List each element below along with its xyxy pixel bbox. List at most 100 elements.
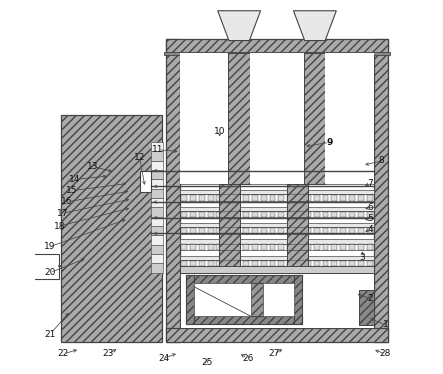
Bar — [199, 261, 205, 266]
Bar — [287, 195, 293, 201]
Bar — [152, 142, 163, 151]
Bar — [61, 114, 162, 342]
Bar — [340, 245, 346, 250]
Bar — [243, 212, 249, 217]
Bar — [152, 235, 163, 245]
Bar — [243, 261, 249, 266]
Bar — [278, 228, 284, 234]
Bar — [314, 228, 319, 234]
Text: 28: 28 — [380, 349, 391, 358]
Bar — [349, 245, 355, 250]
Bar — [228, 53, 249, 184]
Bar — [180, 190, 374, 194]
Bar — [225, 261, 231, 266]
Bar — [269, 245, 276, 250]
Bar — [269, 212, 276, 217]
Text: 15: 15 — [66, 186, 78, 195]
Polygon shape — [293, 11, 336, 40]
Bar — [186, 275, 302, 283]
Bar — [305, 228, 311, 234]
Bar — [367, 245, 373, 250]
Bar — [234, 212, 240, 217]
Bar — [358, 245, 364, 250]
Bar — [278, 195, 284, 201]
Bar — [263, 283, 294, 316]
Bar — [31, 254, 59, 279]
Bar — [190, 261, 196, 266]
Bar — [243, 228, 249, 234]
Bar — [181, 261, 187, 266]
Bar — [340, 195, 346, 201]
Bar — [152, 207, 163, 217]
Text: 24: 24 — [158, 354, 169, 363]
Bar — [358, 261, 364, 266]
Bar — [225, 195, 231, 201]
Bar — [186, 316, 302, 325]
Text: 26: 26 — [242, 354, 253, 363]
Bar — [180, 239, 374, 243]
Bar — [251, 283, 263, 316]
Bar — [304, 53, 325, 184]
Bar — [374, 39, 389, 342]
Text: 19: 19 — [44, 242, 56, 251]
Bar — [323, 212, 328, 217]
Text: 9: 9 — [326, 138, 333, 147]
Bar — [252, 261, 258, 266]
Bar — [217, 228, 222, 234]
Text: 17: 17 — [58, 209, 69, 218]
Bar — [278, 212, 284, 217]
Bar — [190, 245, 196, 250]
Bar — [367, 228, 373, 234]
Text: 4: 4 — [368, 226, 373, 234]
Bar — [314, 261, 319, 266]
Bar — [217, 212, 222, 217]
Text: 1: 1 — [383, 321, 389, 329]
Bar — [152, 254, 163, 263]
Text: 11: 11 — [152, 145, 164, 154]
Bar — [260, 212, 267, 217]
Bar — [331, 245, 337, 250]
Bar — [305, 212, 311, 217]
Bar — [358, 228, 364, 234]
Bar — [296, 195, 302, 201]
Text: 27: 27 — [268, 349, 280, 358]
Bar — [323, 195, 328, 201]
Bar — [186, 275, 194, 325]
Bar — [252, 195, 258, 201]
Bar — [367, 261, 373, 266]
Bar — [164, 52, 390, 55]
Bar — [194, 283, 251, 316]
Bar — [217, 195, 222, 201]
Bar — [152, 179, 163, 188]
Bar — [340, 228, 346, 234]
Bar — [314, 212, 319, 217]
Bar — [367, 212, 373, 217]
Bar — [180, 266, 374, 273]
Bar — [287, 184, 307, 266]
Bar — [152, 188, 163, 198]
Bar — [181, 245, 187, 250]
Bar — [260, 195, 267, 201]
Bar — [199, 245, 205, 250]
Bar — [296, 245, 302, 250]
Text: 13: 13 — [87, 162, 99, 171]
Bar — [234, 228, 240, 234]
Bar — [152, 263, 163, 273]
Bar — [260, 228, 267, 234]
Bar — [180, 256, 374, 260]
Text: 8: 8 — [379, 156, 385, 165]
Text: 3: 3 — [359, 253, 365, 262]
Bar — [217, 261, 222, 266]
Bar — [294, 275, 302, 325]
Bar — [152, 160, 163, 170]
Bar — [208, 195, 214, 201]
Text: 22: 22 — [58, 349, 69, 358]
Bar — [252, 228, 258, 234]
Bar — [358, 195, 364, 201]
Bar — [225, 228, 231, 234]
Bar — [181, 195, 187, 201]
Text: 12: 12 — [134, 153, 145, 162]
Bar — [225, 212, 231, 217]
Bar — [296, 212, 302, 217]
Text: 10: 10 — [214, 127, 225, 136]
